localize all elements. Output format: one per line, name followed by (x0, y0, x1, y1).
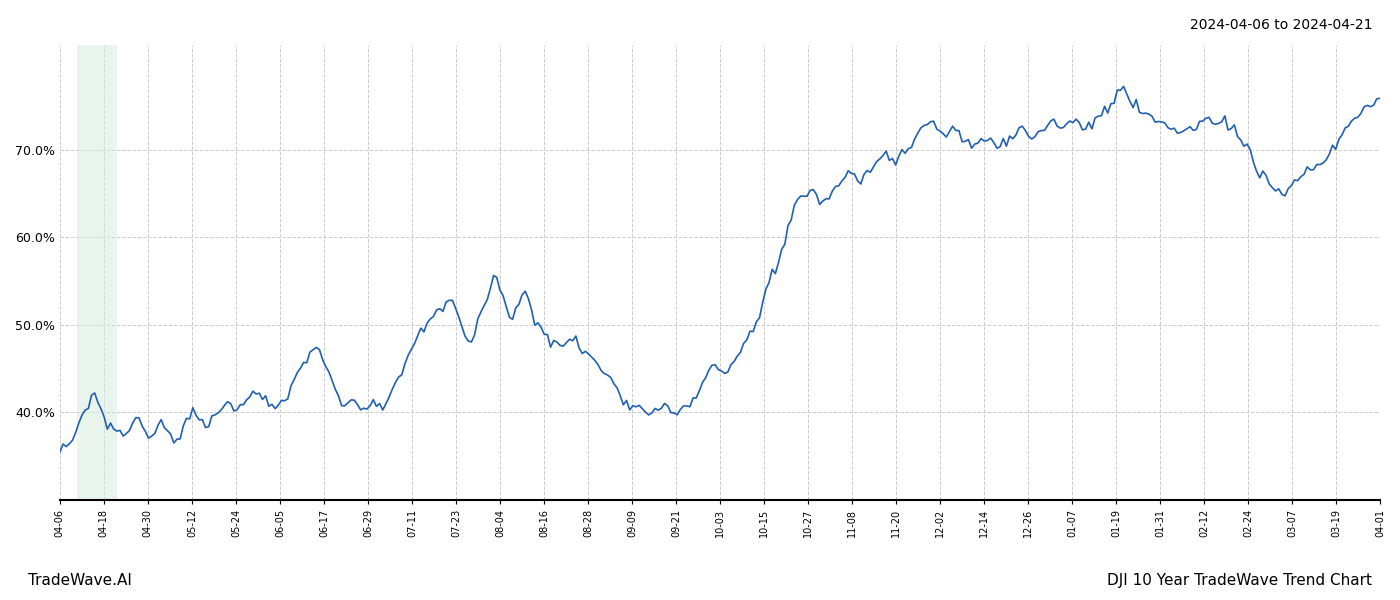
Text: 2024-04-06 to 2024-04-21: 2024-04-06 to 2024-04-21 (1190, 18, 1372, 32)
Text: DJI 10 Year TradeWave Trend Chart: DJI 10 Year TradeWave Trend Chart (1107, 573, 1372, 588)
Bar (77, 45, 116, 500)
Text: TradeWave.AI: TradeWave.AI (28, 573, 132, 588)
